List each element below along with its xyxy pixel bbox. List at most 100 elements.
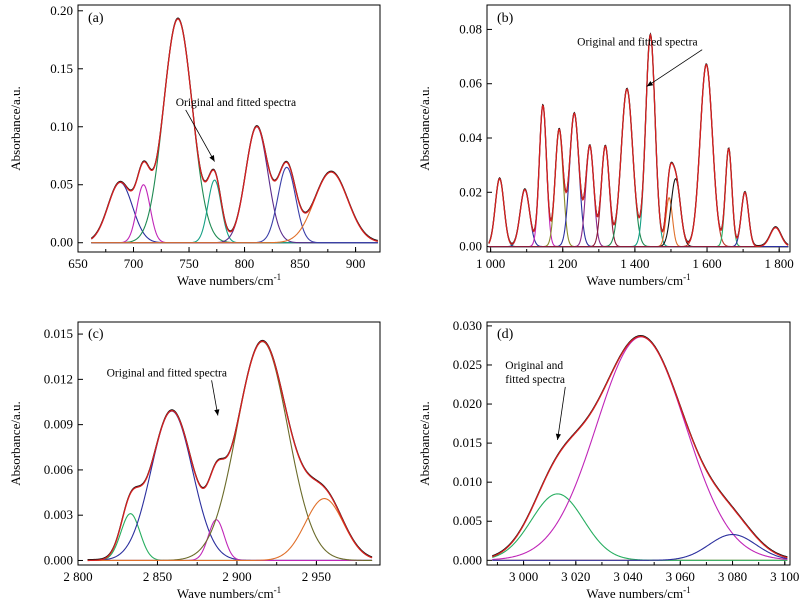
y-tick-label: 0.08 <box>459 21 482 36</box>
fitted-spectrum-line <box>90 18 378 242</box>
y-tick-label: 0.012 <box>44 371 73 386</box>
x-tick-label: 2 950 <box>302 569 331 584</box>
annotation-arrow-head <box>209 155 215 162</box>
y-tick-label: 0.006 <box>44 462 74 477</box>
panel-label: (a) <box>88 11 104 26</box>
fitted-component-peak-7 <box>91 171 378 244</box>
y-tick-label: 0.000 <box>44 552 73 567</box>
original-spectrum-line <box>90 17 378 242</box>
fitted-component-peak-8 <box>488 88 789 248</box>
y-tick-label: 0.000 <box>453 552 482 567</box>
plot-area <box>90 17 378 244</box>
annotation-line-1: Original and <box>505 360 563 372</box>
fitted-component-peak-2 <box>87 410 373 562</box>
x-axis-label-superscript: -1 <box>683 585 691 595</box>
fitted-component-peak-1 <box>90 181 378 244</box>
fitted-component-peak-12 <box>488 63 789 248</box>
x-tick-label: 1 800 <box>765 256 794 271</box>
y-tick-label: 0.020 <box>453 396 482 411</box>
panel-label: (d) <box>497 327 514 342</box>
y-tick-label: 0.02 <box>459 184 482 199</box>
x-tick-label: 3 020 <box>561 569 590 584</box>
x-tick-label: 2 850 <box>143 569 172 584</box>
y-tick-label: 0.010 <box>453 474 482 489</box>
plot-area <box>87 339 373 562</box>
y-axis-label: Absorbance/a.u. <box>8 86 23 170</box>
plot-area <box>488 32 789 248</box>
x-axis-label: Wave numbers/cm-1 <box>177 585 281 601</box>
x-tick-label: 3 040 <box>613 569 642 584</box>
fitted-component-peak-2 <box>91 184 378 244</box>
x-axis-label: Wave numbers/cm-1 <box>586 272 690 288</box>
panel-d: 3 000 3 020 3 040 3 060 3 080 3 100 0.000 0.005… <box>417 318 799 601</box>
y-tick-label: 0.015 <box>453 435 482 450</box>
plot-frame <box>486 321 791 566</box>
y-tick-label: 0.015 <box>44 326 73 341</box>
fitted-spectrum-line <box>492 335 788 559</box>
panel-a: 650 700 750 800 850 900 0.00 0.05 0.10 0.15 0.20 Wa… <box>8 3 381 288</box>
panel-c: 2 800 2 850 2 900 2 950 0.000 0.003 0.006 0.009… <box>8 321 381 601</box>
x-axis-label: Wave numbers/cm-1 <box>586 585 690 601</box>
x-tick-label: 2 800 <box>63 569 92 584</box>
annotation-line-2: fitted spectra <box>505 374 565 386</box>
x-axis-label-superscript: -1 <box>274 272 282 282</box>
plot-frame <box>77 321 381 566</box>
x-tick-label: 900 <box>346 256 366 271</box>
panel-b: 1 000 1 200 1 400 1 600 1 800 0.00 0.02 0.04 0.0… <box>417 4 794 288</box>
annotation-text: Original and fitted spectra <box>176 97 296 109</box>
x-tick-label: 750 <box>179 256 199 271</box>
y-tick-label: 0.06 <box>459 76 482 91</box>
y-axis-label: Absorbance/a.u. <box>417 86 432 170</box>
fitted-component-peak-3 <box>91 18 378 244</box>
y-tick-label: 0.030 <box>453 318 482 333</box>
y-tick-label: 0.003 <box>44 507 73 522</box>
panel-label: (b) <box>497 11 514 26</box>
annotation-text: Original and fitted spectra <box>107 367 227 379</box>
x-axis-label-text: Wave numbers/cm <box>177 586 274 601</box>
y-tick-label: 0.15 <box>50 61 73 76</box>
x-tick-label: 850 <box>290 256 310 271</box>
plot-frame <box>486 4 791 253</box>
fitted-component-peak-4 <box>488 129 789 248</box>
annotation-arrow-shaft <box>557 386 566 441</box>
x-axis-label: Wave numbers/cm-1 <box>177 272 281 288</box>
y-tick-label: 0.10 <box>50 119 73 134</box>
fitted-component-peak-15 <box>488 227 789 248</box>
y-tick-label: 0.04 <box>459 130 482 145</box>
annotation-arrow-shaft <box>646 49 703 87</box>
annotation-arrow-head <box>555 433 561 440</box>
x-tick-label: 800 <box>235 256 255 271</box>
y-tick-label: 0.005 <box>453 513 482 528</box>
y-tick-label: 0.00 <box>459 239 482 254</box>
y-tick-label: 0.00 <box>50 235 73 250</box>
fitted-component-peak-1 <box>492 493 788 561</box>
y-tick-label: 0.009 <box>44 417 73 432</box>
original-spectrum-line <box>488 32 789 247</box>
annotation-text: Original and fitted spectra <box>577 37 697 49</box>
x-tick-label: 3 080 <box>718 569 747 584</box>
annotation-arrow-head <box>214 409 220 416</box>
annotation-text: Original and fitted spectra <box>505 360 565 386</box>
fitted-component-peak-5 <box>87 498 373 562</box>
x-axis-label-superscript: -1 <box>274 585 282 595</box>
plot-frame <box>77 4 381 253</box>
fitted-component-peak-3 <box>492 533 788 561</box>
y-axis-label: Absorbance/a.u. <box>417 401 432 485</box>
fitted-component-peak-6 <box>91 166 378 244</box>
fitted-spectrum-line <box>87 340 373 562</box>
x-axis-label-superscript: -1 <box>683 272 691 282</box>
y-tick-label: 0.05 <box>50 177 73 192</box>
panel-label: (c) <box>88 327 104 342</box>
x-tick-label: 3 000 <box>509 569 538 584</box>
y-axis-label: Absorbance/a.u. <box>8 401 23 485</box>
x-axis-label-text: Wave numbers/cm <box>586 586 683 601</box>
x-tick-label: 3 100 <box>770 569 799 584</box>
x-tick-label: 1 200 <box>548 256 577 271</box>
x-tick-label: 700 <box>124 256 144 271</box>
x-tick-label: 3 060 <box>666 569 695 584</box>
annotation-arrow-head <box>646 80 654 87</box>
annotation-arrow-shaft <box>185 109 215 162</box>
x-axis-label-text: Wave numbers/cm <box>586 273 683 288</box>
x-tick-label: 650 <box>68 256 88 271</box>
